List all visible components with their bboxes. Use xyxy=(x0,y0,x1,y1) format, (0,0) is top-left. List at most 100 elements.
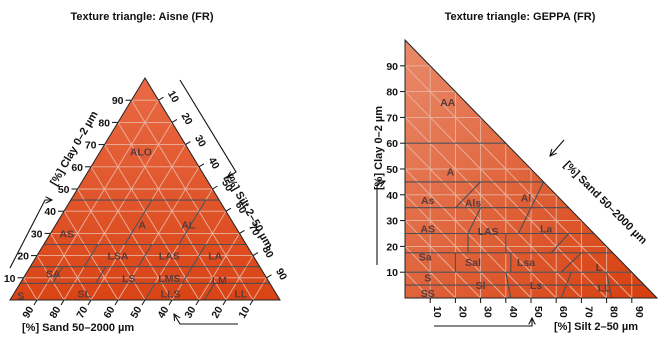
tick-label-silt: 70 xyxy=(246,222,262,238)
tick-label-clay: 70 xyxy=(85,140,97,152)
grid-line-silt xyxy=(225,255,254,301)
tick-label-clay: 10 xyxy=(386,267,398,279)
tick-mark-silt xyxy=(158,96,164,101)
tick-label-clay: 50 xyxy=(386,164,398,176)
tick-label-silt: 20 xyxy=(178,111,194,127)
class-label: Sal xyxy=(465,257,481,269)
class-label: S xyxy=(17,291,24,303)
class-boundary xyxy=(52,266,64,284)
tick-label-silt: 40 xyxy=(205,155,221,171)
chart-title-geppa: Texture triangle: GEPPA (FR) xyxy=(445,11,596,23)
tick-label-sand: 60 xyxy=(101,304,117,320)
class-label: LA xyxy=(208,251,222,263)
tick-mark-silt xyxy=(185,141,191,146)
class-boundary xyxy=(560,252,582,273)
tick-label-clay: 20 xyxy=(386,241,398,253)
tick-label-silt: 10 xyxy=(431,306,443,318)
class-label: LM xyxy=(212,275,227,287)
class-label: LAS xyxy=(159,251,180,263)
tick-mark-silt xyxy=(198,163,205,168)
tick-label-silt: 30 xyxy=(482,306,494,318)
tick-label-silt: 70 xyxy=(582,306,594,318)
tick-label-clay: 80 xyxy=(98,117,110,129)
tick-mark-silt xyxy=(225,207,232,212)
tick-label-silt: 80 xyxy=(259,244,275,260)
silt-direction-arrow xyxy=(179,79,237,178)
grid-line-sand xyxy=(36,255,65,301)
axis-label-silt: [%] Silt 2–50 µm xyxy=(554,321,638,333)
class-label: S xyxy=(424,272,431,284)
class-boundary xyxy=(137,244,153,267)
class-boundary xyxy=(455,181,481,209)
silt-direction-arrow xyxy=(434,318,532,327)
tick-label-sand: 20 xyxy=(209,304,225,320)
sand-direction-arrow xyxy=(174,314,238,325)
class-boundary xyxy=(181,266,193,284)
tick-label-clay: 10 xyxy=(4,273,16,285)
class-boundary xyxy=(203,283,215,301)
class-label: AA xyxy=(440,97,456,109)
tick-label-sand: 10 xyxy=(236,304,252,320)
axis-label-clay: [%] Clay 0–2 µm xyxy=(373,106,385,190)
chart-title-aisne: Texture triangle: Aisne (FR) xyxy=(70,11,213,23)
tick-label-clay: 30 xyxy=(31,228,43,240)
class-label: AS xyxy=(420,223,435,235)
tick-label-silt: 10 xyxy=(165,89,181,105)
class-boundary xyxy=(83,244,99,267)
class-boundary xyxy=(191,244,207,267)
class-boundary xyxy=(560,271,572,299)
tick-label-clay: 70 xyxy=(386,112,398,124)
tick-mark-silt xyxy=(252,252,259,257)
class-boundary xyxy=(505,272,512,299)
class-label: SA xyxy=(46,268,61,280)
tick-label-silt: 90 xyxy=(273,266,289,282)
tick-label-silt: 80 xyxy=(608,306,620,318)
class-label: AS xyxy=(59,228,74,240)
tick-mark-silt xyxy=(212,185,218,190)
tick-label-silt: 50 xyxy=(532,306,544,318)
tick-mark-sand xyxy=(249,299,254,306)
class-label: LSA xyxy=(108,251,129,263)
tick-label-sand: 40 xyxy=(155,304,171,320)
class-label: SL xyxy=(78,288,92,300)
class-boundary xyxy=(95,266,107,284)
sand-direction-arrow xyxy=(550,139,565,156)
class-boundary xyxy=(550,233,570,254)
class-label: Al xyxy=(521,192,532,204)
grid-line-silt xyxy=(252,277,267,301)
tick-label-silt: 30 xyxy=(192,133,208,149)
class-label: LL xyxy=(598,283,611,295)
class-boundary xyxy=(178,199,207,245)
tick-label-clay: 60 xyxy=(386,138,398,150)
tick-label-clay: 60 xyxy=(71,162,83,174)
class-boundary xyxy=(530,181,545,208)
class-boundary xyxy=(606,272,613,299)
class-label: A xyxy=(139,220,147,232)
class-label: Sl xyxy=(476,280,486,292)
class-label: AL xyxy=(181,220,196,232)
tick-label-sand: 70 xyxy=(74,304,90,320)
class-label: LMS xyxy=(158,273,180,285)
class-label: Lsa xyxy=(517,257,535,269)
tick-label-sand: 80 xyxy=(47,304,63,320)
tick-label-clay: 80 xyxy=(386,87,398,99)
class-boundary xyxy=(467,207,482,234)
grid-line-sand xyxy=(404,194,507,299)
tick-mark-silt xyxy=(266,274,272,279)
class-label: L xyxy=(596,262,603,274)
clay-direction-arrow xyxy=(9,200,52,269)
tick-mark-sand xyxy=(87,299,92,306)
tick-mark-sand xyxy=(33,299,38,306)
class-label: LL xyxy=(234,288,247,300)
tick-label-clay: 20 xyxy=(17,251,29,263)
class-label: LS xyxy=(122,273,135,285)
class-label: SS xyxy=(421,288,435,300)
tick-label-silt: 20 xyxy=(456,306,468,318)
class-label: La xyxy=(540,223,552,235)
tick-label-clay: 90 xyxy=(386,61,398,73)
class-label: LLS xyxy=(161,288,181,300)
tick-mark-silt xyxy=(239,229,245,234)
